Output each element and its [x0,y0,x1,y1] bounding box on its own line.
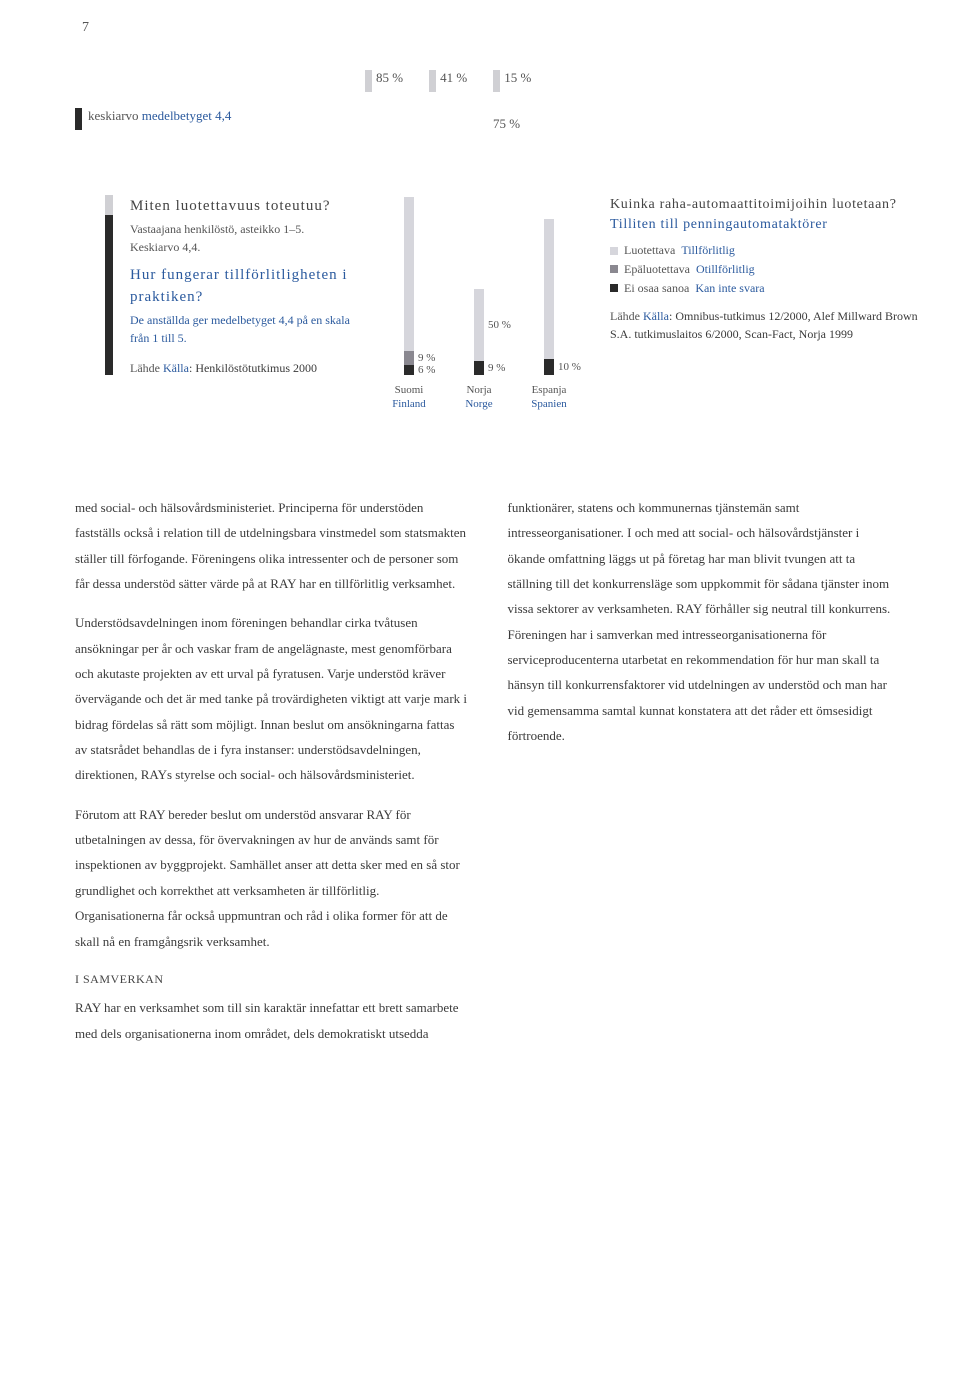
stat-value: 85 % [376,70,403,86]
mid-right-source: Lähde Källa: Omnibus-tutkimus 12/2000, A… [610,307,920,343]
chart-value-label: 9 % [488,362,505,374]
legend-item: Luotettava Tillförlitlig [610,242,920,259]
chart-bar: 50 %9 % [457,197,501,375]
mid-right-title-fi: Kuinka raha-automaattitoimijoihin luotet… [610,195,920,215]
stat-value: 15 % [504,70,531,86]
body-text: med social- och hälsovårdsministeriet. P… [75,495,900,1060]
stat-bar-icon [493,70,500,92]
stat-bar-icon [365,70,372,92]
top-stat: 15 % [493,70,531,92]
left-marker-icon [105,195,113,375]
legend-item: Ei osaa sanoa Kan inte svara [610,280,920,297]
chart-bar: 10 % [527,197,571,375]
chart-value-label: 50 % [488,319,511,331]
medel-sv: medelbetyget 4,4 [142,108,232,123]
chart-value-label: 9 % [418,352,435,364]
legend-swatch-icon [610,247,618,255]
legend-swatch-icon [610,284,618,292]
body-heading: I SAMVERKAN [75,968,468,991]
mid-left-source: Lähde Källa: Henkilöstötutkimus 2000 [130,359,355,377]
mid-right-title-sv: Tilliten till penningautomataktörer [610,215,920,235]
mid-right-column: Kuinka raha-automaattitoimijoihin luotet… [610,195,920,343]
stat-bar-icon [429,70,436,92]
top-stat: 41 % [429,70,467,92]
body-left-column: med social- och hälsovårdsministeriet. P… [75,495,468,1060]
medel-fi: keskiarvo [88,108,139,123]
chart-bar: 9 %6 % [387,197,431,375]
body-right-column: funktionärer, statens och kommunernas tj… [508,495,901,1060]
chart-value-label: 6 % [418,364,435,376]
chart-axis-label: NorjaNorge [457,383,501,412]
stat-value: 41 % [440,70,467,86]
top-section: 85 % 41 % 15 % 75 % keskiarvo medelbetyg… [75,70,920,160]
mid-left-sub-sv: De anställda ger medelbetyget 4,4 på en … [130,311,355,347]
body-paragraph: funktionärer, statens och kommunernas tj… [508,495,901,748]
mid-left-sub-fi: Vastaajana henkilöstö, asteikko 1–5. Kes… [130,220,355,256]
legend: Luotettava Tillförlitlig Epäluotettava Ot… [610,242,920,296]
mid-left-column: Miten luotettavuus toteutuu? Vastaajana … [130,195,355,377]
page-number: 7 [82,20,89,36]
mid-section: Miten luotettavuus toteutuu? Vastaajana … [75,195,920,475]
legend-swatch-icon [610,265,618,273]
top-stat: 85 % [365,70,403,92]
body-paragraph: RAY har en verksamhet som till sin karak… [75,995,468,1046]
legend-item: Epäluotettava Otillförlitlig [610,261,920,278]
body-paragraph: Förutom att RAY bereder beslut om unders… [75,802,468,954]
medel-bar-icon [75,108,82,130]
body-paragraph: med social- och hälsovårdsministeriet. P… [75,495,468,596]
top-sub-value: 75 % [493,116,520,132]
trust-chart: 9 %6 %50 %9 %10 % SuomiFinlandNorjaNorge… [387,195,587,412]
body-paragraph: Understödsavdelningen inom föreningen be… [75,610,468,787]
medel-block: keskiarvo medelbetyget 4,4 [75,108,231,130]
mid-left-title-sv: Hur fungerar tillförlitligheten i prakti… [130,264,355,309]
top-stats: 85 % 41 % 15 % [365,70,531,92]
chart-axis-label: EspanjaSpanien [527,383,571,412]
mid-left-title-fi: Miten luotettavuus toteutuu? [130,195,355,218]
chart-value-label: 10 % [558,361,581,373]
chart-axis-label: SuomiFinland [387,383,431,412]
